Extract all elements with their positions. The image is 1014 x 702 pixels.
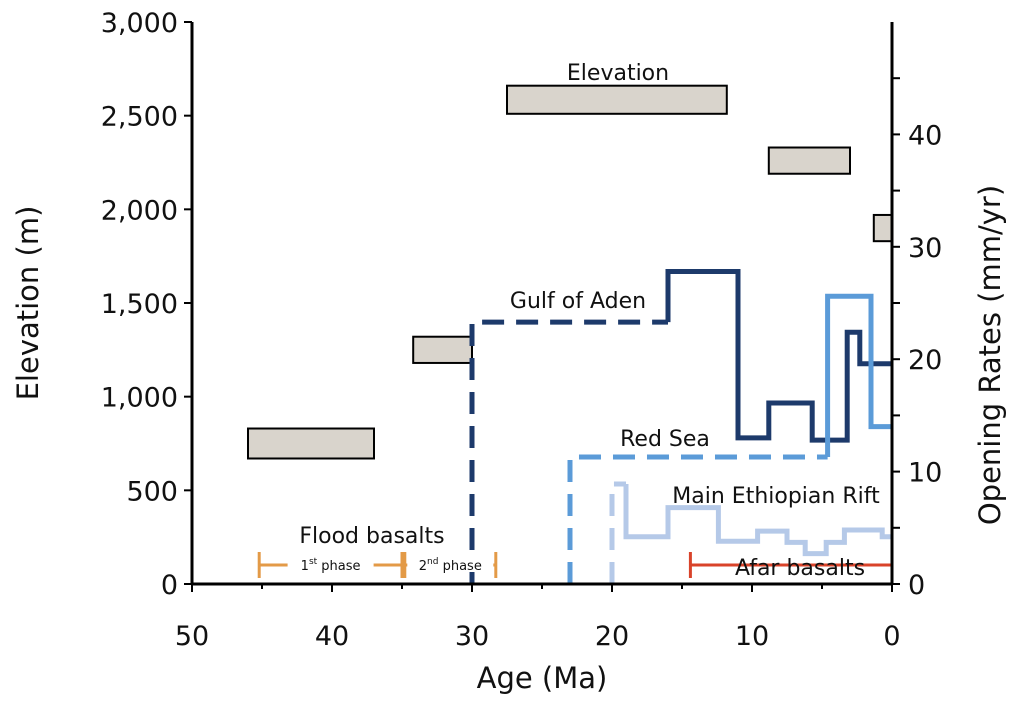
y2-tick-label: 0 [908,570,925,601]
y-tick-label: 2,000 [101,195,178,226]
x-tick-label: 20 [595,621,629,652]
y2-axis-title: Opening Rates (mm/yr) [973,185,1007,525]
elevation-boxes-layer [247,84,893,460]
basalt-ranges-layer: 1st phase 2nd phase [257,552,892,578]
series-line-gulf-of-aden-solid-1 [665,269,892,443]
y-tick-label: 1,500 [101,289,178,320]
series-line-gulf-of-aden-dashed-0 [469,319,668,584]
series-layer [469,269,892,584]
x-tick-label: 40 [315,621,349,652]
x-tick-label: 10 [735,621,769,652]
y-tick-label: 0 [161,570,178,601]
y-tick-label: 1,000 [101,383,178,414]
y-tick-label: 500 [126,476,178,507]
y-tick-label: 2,500 [101,102,178,133]
series-line-red-sea-solid-1 [825,293,892,457]
afar-basalts-label: Afar basalts [735,556,865,581]
ticks-layer: 50 40 30 20 10 005001,0001,5002,0002,5003,000… [101,8,943,652]
x-axis-title: Age (Ma) [477,661,608,695]
y-axis-title: Elevation (m) [11,206,45,401]
series-label-gulf-of-aden: Gulf of Aden [510,289,646,314]
x-tick-label: 0 [883,621,900,652]
phase-label-1: 1st phase [301,557,361,574]
x-tick-label: 30 [455,621,489,652]
series-line-main-ethiopian-rift-solid-1 [623,483,892,557]
series-line-main-ethiopian-rift-dashed-0 [609,481,626,584]
flood-basalts-label: Flood basalts [299,524,444,549]
elevation-box-2 [412,335,474,364]
x-tick-label: 50 [175,621,209,652]
phase-range-1: 1st phase [257,552,404,578]
y2-tick-label: 10 [908,458,942,489]
y-tick-label: 3,000 [101,8,178,39]
phase-label-2: 2nd phase [419,557,482,574]
elevation-box-1 [247,427,375,460]
elevation-label: Elevation [567,61,669,86]
y2-tick-label: 40 [908,120,942,151]
y2-tick-label: 30 [908,233,942,264]
phase-label-backdrop [287,554,374,572]
phase-range-2: 2nd phase [403,552,498,578]
series-label-main-ethiopian-rift: Main Ethiopian Rift [672,484,880,509]
series-line-red-sea-dashed-0 [567,454,828,584]
elevation-box-4 [767,146,851,175]
phase-label-backdrop [407,554,494,572]
elevation-box-3 [506,84,728,115]
series-label-red-sea: Red Sea [620,427,710,452]
elevation-box-5 [872,213,893,243]
y2-tick-label: 20 [908,345,942,376]
